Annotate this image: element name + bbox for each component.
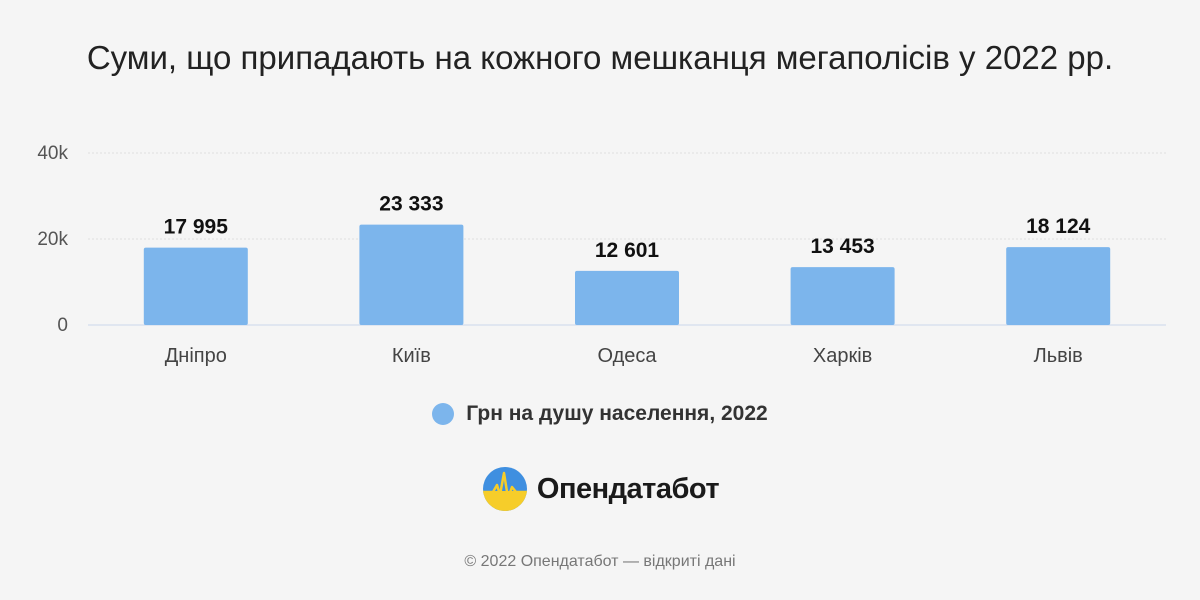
brand-name: Опендатабот xyxy=(536,472,720,505)
brand: Опендатабот xyxy=(0,465,1200,513)
bar-chart: 0 20k 40k 17 995 23 333 12 601 13 453 18 124 Д… xyxy=(37,143,1166,367)
data-label: 12 601 xyxy=(595,239,660,262)
data-label: 13 453 xyxy=(810,235,874,258)
data-label: 17 995 xyxy=(164,216,229,239)
bar[interactable] xyxy=(575,270,679,325)
footer-copyright: © 2022 Опендатабот — відкриті дані xyxy=(464,553,736,570)
bar[interactable] xyxy=(790,267,895,325)
x-tick-label: Київ xyxy=(392,345,431,367)
bar[interactable] xyxy=(143,247,248,325)
legend[interactable]: Грн на душу населення, 2022 xyxy=(0,402,1200,426)
legend-label: Грн на душу населення, 2022 xyxy=(466,402,768,425)
chart-title: Суми, що припадають на кожного мешканця … xyxy=(86,39,1114,76)
x-tick-label: Одеса xyxy=(597,345,657,367)
opendatabot-logo-icon xyxy=(482,467,527,511)
data-label: 23 333 xyxy=(379,193,443,216)
x-tick-label: Дніпро xyxy=(165,345,227,367)
bars xyxy=(143,224,1111,325)
y-tick-label: 0 xyxy=(57,315,68,336)
bar[interactable] xyxy=(359,224,464,325)
data-label: 18 124 xyxy=(1026,215,1091,238)
y-axis-ticks: 0 20k 40k xyxy=(37,143,68,336)
legend-marker xyxy=(432,403,455,425)
y-tick-label: 20k xyxy=(37,229,68,250)
y-tick-label: 40k xyxy=(37,143,68,164)
bar[interactable] xyxy=(1006,247,1111,325)
x-tick-label: Харків xyxy=(813,345,872,367)
x-axis-ticks: Дніпро Київ Одеса Харків Львів xyxy=(165,345,1083,367)
data-labels: 17 995 23 333 12 601 13 453 18 124 xyxy=(164,193,1091,262)
x-tick-label: Львів xyxy=(1034,345,1083,367)
